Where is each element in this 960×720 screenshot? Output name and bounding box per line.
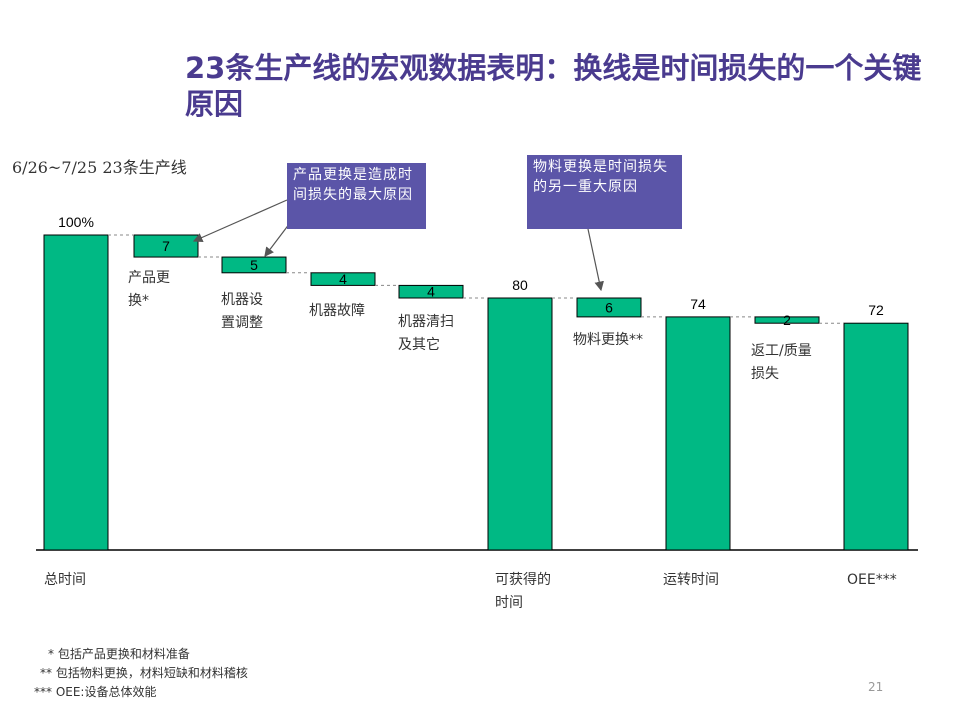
footnote-1: * 包括产品更换和材料准备 <box>48 647 190 661</box>
bar-9 <box>843 322 909 551</box>
bar-6 <box>576 297 642 318</box>
value-label-6: 6 <box>605 299 613 315</box>
value-label-7: 74 <box>690 296 706 312</box>
chart-subtitle: 6/26~7/25 23条生产线 <box>12 158 187 177</box>
bar-2 <box>221 256 287 274</box>
value-label-1: 7 <box>162 238 170 254</box>
category-label-2: 机器设置调整 <box>221 292 263 331</box>
category-label-3: 机器故障 <box>309 303 365 319</box>
value-label-5: 80 <box>512 277 528 293</box>
category-label-1: 产品更换* <box>128 270 170 309</box>
value-label-2: 5 <box>250 257 258 273</box>
value-label-0: 100% <box>58 214 94 230</box>
category-label-0: 总时间 <box>44 572 86 588</box>
callout-arrow-0 <box>192 199 288 243</box>
value-label-8: 2 <box>783 312 791 328</box>
bar-3 <box>310 272 376 286</box>
value-label-3: 4 <box>339 271 347 287</box>
bar-0 <box>43 234 109 551</box>
callout-product-change: 产品更换是造成时间损失的最大原因 <box>287 163 426 229</box>
category-label-5: 可获得的时间 <box>495 571 551 611</box>
footnote-3: *** OEE:设备总体效能 <box>34 685 157 699</box>
bar-4 <box>398 284 464 299</box>
bar-5 <box>487 297 553 551</box>
category-label-8: 返工/质量损失 <box>751 343 812 382</box>
callout-material-change: 物料更换是时间损失的另一重大原因 <box>527 155 682 229</box>
value-label-4: 4 <box>427 284 435 300</box>
value-label-9: 72 <box>868 302 884 318</box>
bar-7 <box>665 316 731 551</box>
category-label-6: 物料更换** <box>573 331 643 348</box>
bar-1 <box>133 234 199 258</box>
category-label-9: OEE*** <box>847 572 897 588</box>
page-title: 23条生产线的宏观数据表明：换线是时间损失的一个关键原因 <box>185 51 922 121</box>
category-label-7: 运转时间 <box>663 572 719 588</box>
bar-8 <box>754 316 820 324</box>
page-number: 21 <box>868 680 884 694</box>
category-label-4: 机器清扫及其它 <box>398 314 454 353</box>
footnote-2: ** 包括物料更换，材料短缺和材料稽核 <box>40 666 248 680</box>
callout-arrow-2 <box>587 228 604 292</box>
